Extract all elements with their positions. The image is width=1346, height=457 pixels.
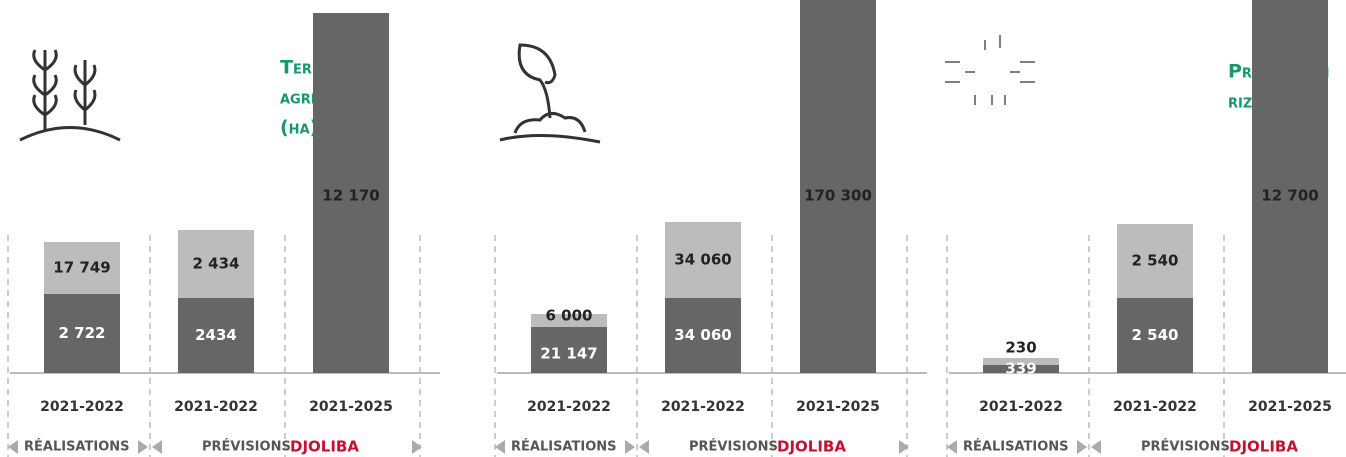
panel-title: (ha): [280, 117, 318, 139]
arrow: [1077, 440, 1101, 454]
bar-segment-top: [665, 222, 741, 298]
footer-label: PRÉVISIONS: [1141, 439, 1230, 455]
bar-value: 230: [1005, 339, 1036, 357]
bar-value: 21 147: [540, 345, 597, 363]
bar-segment-bottom: [531, 327, 607, 373]
bar-value: 2 722: [59, 324, 106, 342]
period-label: 2021-2022: [1113, 399, 1197, 415]
arrow: [412, 440, 422, 454]
bar-segment-bottom: [983, 365, 1059, 373]
bar-segment-top: [44, 242, 120, 294]
period-label: 2021-2022: [527, 399, 611, 415]
icon-path: [499, 43, 601, 144]
bar-value: 2434: [195, 326, 237, 344]
bar: [313, 13, 389, 373]
footer-label: RÉALISATIONS: [511, 439, 617, 455]
period-label: 2021-2025: [309, 399, 393, 415]
icon-path: [945, 35, 1035, 105]
bar: [1252, 0, 1328, 373]
arrow: [899, 440, 909, 454]
bar: [800, 0, 876, 373]
bar-segment-top: [983, 358, 1059, 365]
bar-segment-bottom: [1117, 298, 1193, 373]
bar-value: 12 170: [322, 187, 379, 205]
brand: DJOLIBA: [1229, 438, 1298, 456]
bar-segment-bottom: [44, 294, 120, 373]
brand: DJOLIBA: [777, 438, 846, 456]
arrow: [138, 440, 162, 454]
bar-value: 17 749: [53, 259, 110, 277]
footer-label: RÉALISATIONS: [963, 439, 1069, 455]
bar-value: 2 434: [193, 255, 240, 273]
footer-label: RÉALISATIONS: [24, 439, 130, 455]
brand: DJOLIBA: [290, 438, 359, 456]
arrow: [947, 440, 957, 454]
period-label: 2021-2025: [1248, 399, 1332, 415]
road-icon: [945, 35, 1035, 105]
bar-segment-top: [1117, 224, 1193, 298]
footer-label: PRÉVISIONS: [202, 439, 291, 455]
bar-value: 6 000: [546, 307, 593, 325]
bar-value: 170 300: [804, 187, 872, 205]
plant-icon: [499, 43, 601, 144]
bar-segment-top: [178, 230, 254, 298]
period-label: 2021-2022: [661, 399, 745, 415]
bar-value: 34 060: [674, 326, 731, 344]
arrow: [8, 440, 18, 454]
period-label: 2021-2022: [40, 399, 124, 415]
icon-path: [19, 49, 121, 142]
arrow: [495, 440, 505, 454]
bar-value: 34 060: [674, 251, 731, 269]
bar-segment-bottom: [665, 298, 741, 373]
bar-value: 2 540: [1132, 252, 1179, 270]
bar-segment-bottom: [178, 298, 254, 373]
wheat-icon: [19, 49, 121, 142]
bar-segment-top: [531, 314, 607, 327]
bar-value: 339: [1005, 360, 1036, 378]
period-label: 2021-2022: [174, 399, 258, 415]
arrow: [625, 440, 649, 454]
period-label: 2021-2025: [796, 399, 880, 415]
period-label: 2021-2022: [979, 399, 1063, 415]
footer-label: PRÉVISIONS: [689, 439, 778, 455]
bar-value: 2 540: [1132, 326, 1179, 344]
bar-value: 12 700: [1261, 187, 1318, 205]
